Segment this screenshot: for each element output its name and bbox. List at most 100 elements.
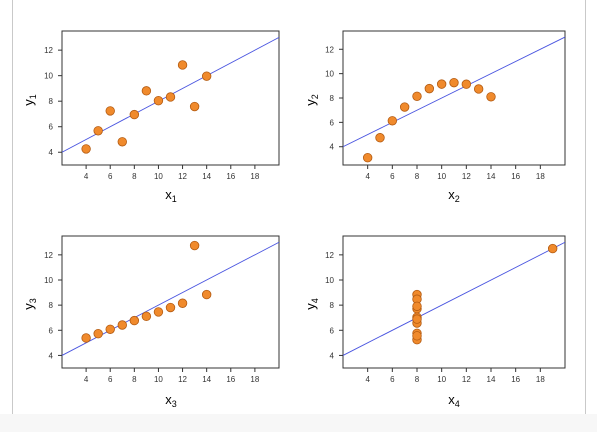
y-tick-label: 8 [49,97,54,106]
data-point [461,79,472,89]
data-point [424,83,435,94]
x-tick-label: 14 [487,375,496,384]
x-tick-label: 4 [365,375,370,384]
data-point [362,152,373,163]
x-tick-label: 16 [511,172,520,181]
data-point [201,71,212,81]
plot-frame [61,235,280,369]
x-tick-label: 14 [487,172,496,181]
data-point [399,102,410,112]
data-point [93,328,103,339]
y-axis-label: y4 [303,298,320,310]
data-point [177,298,188,308]
data-point [486,92,496,102]
x-tick-label: 10 [437,375,446,384]
x-tick-label: 8 [132,375,137,384]
data-point [473,84,484,94]
x-tick-label: 12 [178,172,187,181]
data-point [412,301,422,311]
regression-line [343,241,565,356]
x-tick-label: 14 [202,375,211,384]
plot-frame [342,235,566,369]
y-tick-label: 4 [330,143,335,152]
y-tick-label: 4 [49,351,54,360]
x-tick-label: 6 [108,172,113,181]
data-point [105,106,115,116]
data-point [412,314,422,324]
x-tick-label: 18 [536,172,545,181]
data-point [412,331,422,341]
x-tick-label: 16 [511,375,520,384]
bottom-band [0,414,597,432]
y-tick-label: 10 [44,72,53,81]
data-point [375,133,385,143]
y-axis-label: y1 [21,94,38,106]
data-point [387,116,398,126]
y-tick-label: 6 [330,118,335,127]
data-point [201,289,212,300]
x-tick-label: 18 [250,172,259,181]
data-point [81,333,91,343]
x-tick-label: 8 [132,172,137,181]
y-tick-label: 8 [49,301,54,310]
data-point [93,126,103,136]
y-tick-label: 12 [44,251,53,260]
data-point [129,315,140,326]
page-frame-right [585,0,586,432]
data-point [547,243,558,254]
x-tick-label: 18 [250,375,259,384]
y-tick-label: 4 [49,148,54,157]
x-axis-label: x1 [165,187,177,204]
data-point [129,109,140,120]
data-point [189,240,200,251]
data-point [141,311,152,322]
data-point [153,95,164,106]
x-tick-label: 8 [415,172,420,181]
y-tick-label: 8 [330,94,335,103]
x-axis-label: x3 [165,392,177,409]
x-tick-label: 12 [178,375,187,384]
y-axis-label: y2 [303,94,320,106]
y-tick-label: 6 [330,326,335,335]
data-point [81,144,91,154]
x-tick-label: 10 [154,375,163,384]
data-point [165,92,176,102]
x-tick-label: 8 [415,375,420,384]
data-point [153,307,164,317]
y-tick-label: 12 [325,251,334,260]
x-tick-label: 14 [202,172,211,181]
data-point [412,91,422,101]
x-axis-label: x2 [448,187,460,204]
y-tick-label: 12 [325,45,334,54]
data-point [189,101,200,112]
y-tick-label: 4 [330,351,335,360]
x-tick-label: 12 [462,375,471,384]
regression-line [343,36,565,148]
data-point [105,324,115,334]
x-tick-label: 4 [84,172,89,181]
y-tick-label: 8 [330,301,335,310]
plot-frame [342,30,566,166]
x-tick-label: 6 [390,172,395,181]
x-axis-label: x4 [448,392,460,409]
x-tick-label: 18 [536,375,545,384]
data-point [165,302,176,313]
y-tick-label: 10 [325,70,334,79]
x-tick-label: 6 [390,375,395,384]
x-tick-label: 4 [84,375,89,384]
x-tick-label: 16 [226,375,235,384]
y-axis-label: y3 [21,298,38,310]
x-tick-label: 6 [108,375,113,384]
page-frame-left [12,0,13,432]
x-tick-label: 12 [462,172,471,181]
y-tick-label: 10 [325,276,334,285]
data-point [177,60,188,70]
data-point [117,137,127,147]
x-tick-label: 4 [365,172,370,181]
y-tick-label: 6 [49,123,54,132]
